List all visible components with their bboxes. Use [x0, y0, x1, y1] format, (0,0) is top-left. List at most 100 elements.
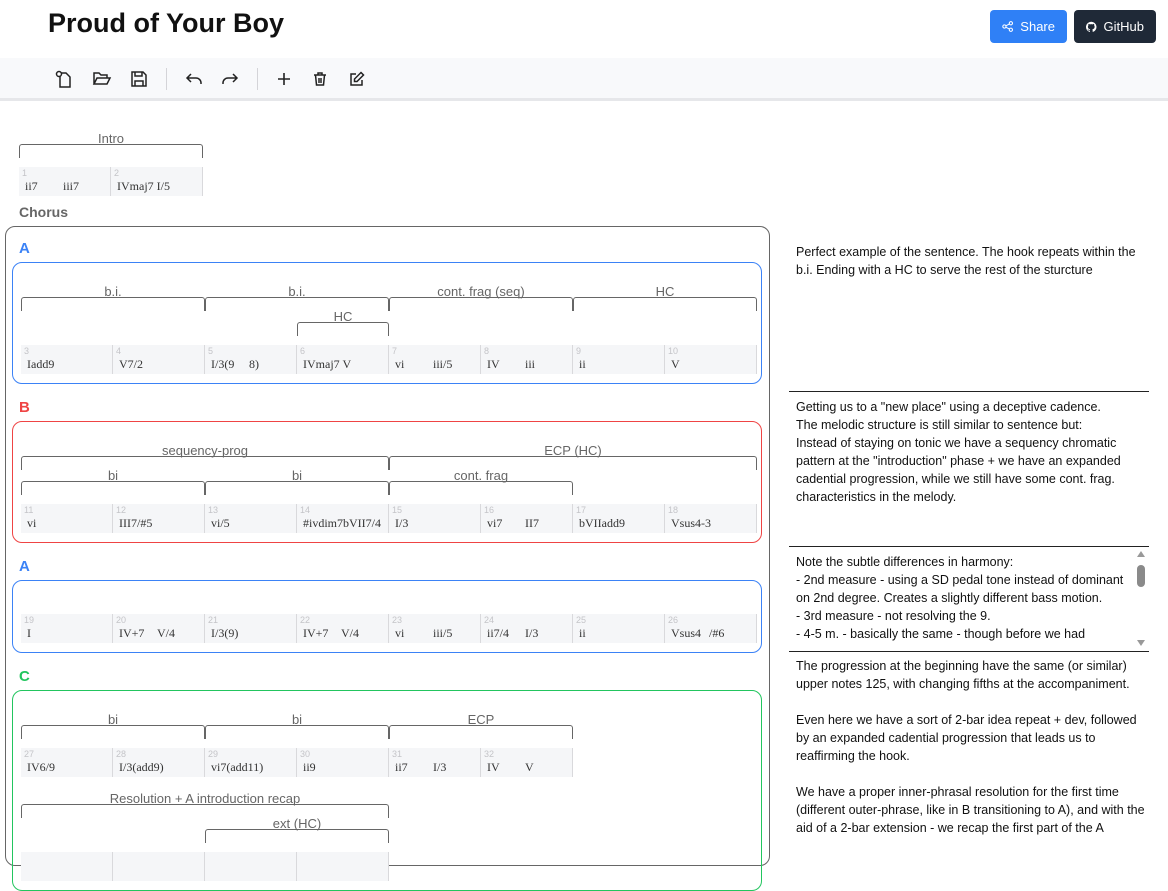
chord[interactable]: IV6/9: [27, 760, 55, 774]
chord[interactable]: vi: [395, 626, 405, 640]
phrase-box[interactable]: [12, 262, 762, 384]
chord[interactable]: ii7: [395, 760, 408, 774]
redo-icon[interactable]: [219, 68, 241, 90]
measure[interactable]: 15 I/3: [389, 504, 481, 533]
measure[interactable]: 13 vi/5: [205, 504, 297, 533]
measure[interactable]: 25 ii: [573, 614, 665, 643]
measure[interactable]: 4 V7/2: [113, 345, 205, 374]
measure[interactable]: 9 ii: [573, 345, 665, 374]
chord[interactable]: 8): [249, 357, 259, 371]
phrase-bracket[interactable]: [205, 829, 389, 843]
chord[interactable]: I/3(9: [211, 357, 235, 371]
chord[interactable]: I/3: [433, 760, 447, 774]
chord[interactable]: V7/2: [119, 357, 143, 371]
open-folder-icon[interactable]: [91, 68, 113, 90]
phrase-bracket[interactable]: [21, 456, 389, 470]
phrase-bracket[interactable]: [205, 297, 389, 311]
chord[interactable]: III7/#5: [119, 516, 153, 530]
measure[interactable]: 20 IV+7 V/4: [113, 614, 205, 643]
chord[interactable]: ii7/4: [487, 626, 510, 640]
measure[interactable]: 6 IVmaj7 V: [297, 345, 389, 374]
chord[interactable]: IV+7: [119, 626, 145, 640]
chord[interactable]: /#6: [709, 626, 725, 640]
phrase-bracket[interactable]: [389, 725, 573, 739]
measure[interactable]: [205, 852, 297, 881]
measure[interactable]: 26 Vsus4 /#6: [665, 614, 757, 643]
chord[interactable]: I/3(add9): [119, 760, 164, 774]
chord[interactable]: vi/5: [211, 516, 230, 530]
measure[interactable]: 19 I: [21, 614, 113, 643]
measure[interactable]: 21 I/3(9): [205, 614, 297, 643]
chord[interactable]: vi: [27, 516, 37, 530]
measure[interactable]: 5 I/3(9 8): [205, 345, 297, 374]
measure[interactable]: 11 vi: [21, 504, 113, 533]
phrase-bracket[interactable]: [19, 144, 203, 158]
chord[interactable]: Iadd9: [27, 357, 55, 371]
measure[interactable]: 18 Vsus4-3: [665, 504, 757, 533]
chord[interactable]: Vsus4-3: [671, 516, 712, 530]
chord[interactable]: iii/5: [433, 357, 453, 371]
measure[interactable]: 14 #ivdim7bVII7/4: [297, 504, 389, 533]
measure[interactable]: 22 IV+7 V/4: [297, 614, 389, 643]
measure[interactable]: 10 V: [665, 345, 757, 374]
measure[interactable]: 23 vi iii/5: [389, 614, 481, 643]
phrase-bracket[interactable]: [21, 481, 205, 495]
phrase-box[interactable]: [12, 421, 762, 543]
chord[interactable]: ii9: [303, 760, 316, 774]
measure[interactable]: 16 vi7 II7: [481, 504, 573, 533]
scroll-down-icon[interactable]: [1137, 640, 1145, 646]
measure[interactable]: 8 IV iii: [481, 345, 573, 374]
chord[interactable]: II7: [525, 516, 539, 530]
scroll-thumb[interactable]: [1137, 565, 1145, 587]
measure[interactable]: 12 III7/#5: [113, 504, 205, 533]
chord[interactable]: I: [27, 626, 31, 640]
edit-icon[interactable]: [346, 68, 368, 90]
note-phrase-b[interactable]: Getting us to a "new place" using a dece…: [796, 400, 1121, 504]
measure[interactable]: 17 bVIIadd9: [573, 504, 665, 533]
chord[interactable]: vi7: [487, 516, 503, 530]
measure[interactable]: 24 ii7/4 I/3: [481, 614, 573, 643]
note-phrase-a[interactable]: Perfect example of the sentence. The hoo…: [796, 245, 1140, 277]
phrase-bracket[interactable]: [21, 804, 389, 818]
chord[interactable]: bVIIadd9: [579, 516, 625, 530]
phrase-bracket[interactable]: [389, 456, 757, 470]
chord[interactable]: IV+7: [303, 626, 329, 640]
save-icon[interactable]: [128, 68, 150, 90]
chord[interactable]: vi7(add11): [211, 760, 264, 774]
phrase-bracket[interactable]: [21, 297, 205, 311]
measure[interactable]: 1 ii7 iii7: [19, 167, 111, 196]
note-phrase-c[interactable]: The progression at the beginning have th…: [796, 659, 1145, 835]
measure[interactable]: [297, 852, 389, 881]
phrase-bracket[interactable]: [205, 481, 389, 495]
phrase-bracket[interactable]: [297, 322, 389, 336]
chord[interactable]: IV: [487, 760, 500, 774]
chord[interactable]: IVmaj7 I/5: [117, 179, 170, 193]
chord[interactable]: iii7: [63, 179, 80, 193]
measure[interactable]: [21, 852, 113, 881]
chord[interactable]: vi: [395, 357, 405, 371]
measure[interactable]: 32 IV V: [481, 748, 573, 777]
note-phrase-a2[interactable]: Note the subtle differences in harmony: …: [796, 555, 1124, 641]
chord[interactable]: I/3: [525, 626, 539, 640]
chord[interactable]: ii: [579, 357, 586, 371]
measure[interactable]: 27 IV6/9: [21, 748, 113, 777]
chord[interactable]: I/3: [395, 516, 409, 530]
chord[interactable]: IV: [487, 357, 500, 371]
measure[interactable]: 31 ii7 I/3: [389, 748, 481, 777]
chord[interactable]: V: [671, 357, 680, 371]
chord[interactable]: V/4: [341, 626, 359, 640]
github-button[interactable]: GitHub: [1074, 10, 1156, 43]
measure[interactable]: 2 IVmaj7 I/5: [111, 167, 203, 196]
share-button[interactable]: Share: [990, 10, 1067, 43]
new-file-icon[interactable]: [53, 68, 75, 90]
scroll-up-icon[interactable]: [1137, 551, 1145, 557]
chord[interactable]: iii/5: [433, 626, 453, 640]
measure[interactable]: 30 ii9: [297, 748, 389, 777]
phrase-bracket[interactable]: [389, 297, 573, 311]
chord[interactable]: ii: [579, 626, 586, 640]
chord[interactable]: #ivdim7bVII7/4: [303, 516, 381, 530]
phrase-bracket[interactable]: [573, 297, 757, 311]
measure[interactable]: 29 vi7(add11): [205, 748, 297, 777]
add-icon[interactable]: [273, 68, 295, 90]
measure[interactable]: 7 vi iii/5: [389, 345, 481, 374]
